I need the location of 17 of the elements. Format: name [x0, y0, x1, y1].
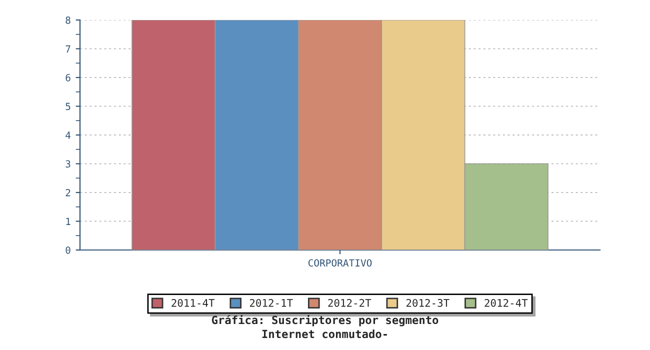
legend-label: 2012-1T	[250, 298, 293, 307]
y-tick-label: 6	[66, 74, 70, 82]
y-tick-label: 2	[66, 189, 70, 196]
text: Internet conmutado-	[262, 330, 387, 338]
y-tick-label: 1	[66, 218, 70, 225]
legend-label: 2012-3T	[406, 298, 450, 307]
x-tick-label: CORPORATIVO	[308, 259, 372, 267]
text: Gráfica: Suscriptores por segmento	[212, 314, 438, 326]
legend-label: 2011-4T	[172, 298, 215, 307]
y-tick-label: 4	[66, 132, 71, 139]
y-tick-label: 5	[66, 102, 70, 110]
y-tick-label: 3	[66, 160, 70, 168]
y-tick-label: 7	[66, 45, 70, 52]
y-tick-label: 8	[66, 16, 70, 24]
legend-label: 2012-2T	[328, 298, 372, 307]
legend-label: 2012-4T	[484, 298, 528, 307]
y-tick-label: 0	[66, 246, 70, 254]
